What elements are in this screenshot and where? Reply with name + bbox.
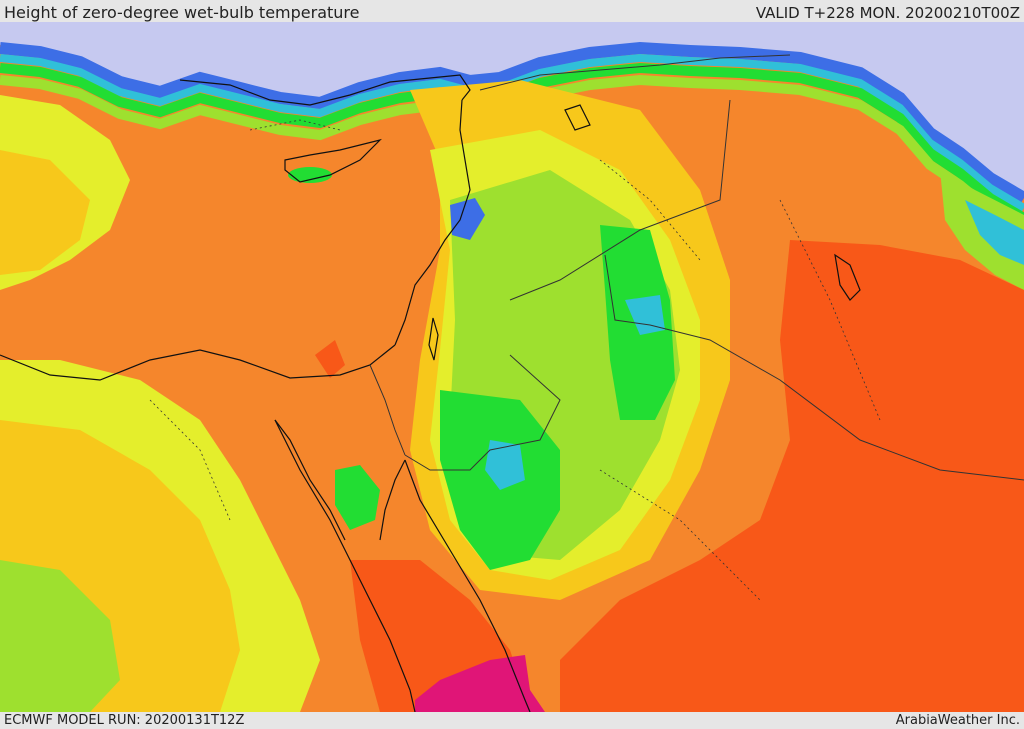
admin-borders — [149, 119, 881, 601]
border-jordan-saudi — [404, 354, 561, 471]
field-egypt-red-spot — [315, 340, 345, 378]
coast-dead-sea — [428, 317, 439, 361]
field-arabia-red-orange — [560, 240, 1024, 712]
admin-border-4 — [599, 469, 761, 601]
footer-bar: ECMWF MODEL RUN: 20200131T12Z ArabiaWeat… — [0, 712, 1024, 729]
coast-lake-van — [564, 104, 591, 131]
coast-caspian-lake — [834, 253, 861, 301]
map-title: Height of zero-degree wet-bulb temperatu… — [4, 3, 360, 22]
coast-turkey-south — [179, 74, 471, 106]
political-borders — [369, 54, 1024, 481]
admin-border-1 — [599, 159, 701, 261]
field-blue-band — [0, 41, 1024, 204]
field-east-cold-core — [965, 200, 1024, 265]
coast-red-sea-east — [404, 459, 531, 713]
coastlines — [0, 74, 861, 713]
title-bar: Height of zero-degree wet-bulb temperatu… — [0, 0, 1024, 22]
field-iraq-cyan — [625, 295, 665, 335]
coast-egypt-north — [0, 344, 396, 381]
coast-red-sea-west — [274, 419, 416, 713]
border-syria-iraq — [509, 99, 731, 301]
field-lebanon-blue — [450, 198, 485, 240]
field-west-orange — [0, 150, 90, 275]
model-run-label: ECMWF MODEL RUN: 20200131T12Z — [4, 713, 245, 728]
field-cyprus-green — [288, 167, 332, 183]
coast-gulf-aqaba — [379, 459, 406, 541]
border-iraq-jordan-saudi — [604, 254, 1024, 481]
field-cold-north — [0, 0, 1024, 195]
border-syria-turkey — [479, 54, 791, 91]
field-jordan-cyan — [485, 440, 525, 490]
valid-time: VALID T+228 MON. 20200210T00Z — [755, 4, 1020, 22]
coast-levant — [394, 99, 471, 346]
border-egypt-israel — [369, 364, 406, 456]
field-sinai-green — [335, 465, 380, 530]
coast-gulf-suez — [274, 419, 346, 541]
admin-border-2 — [779, 199, 881, 421]
coast-cyprus — [284, 138, 382, 183]
provider-label: ArabiaWeather Inc. — [895, 713, 1020, 728]
admin-border-3 — [149, 399, 231, 521]
field-west-south-light-green — [0, 560, 120, 712]
admin-border-5 — [249, 119, 341, 131]
